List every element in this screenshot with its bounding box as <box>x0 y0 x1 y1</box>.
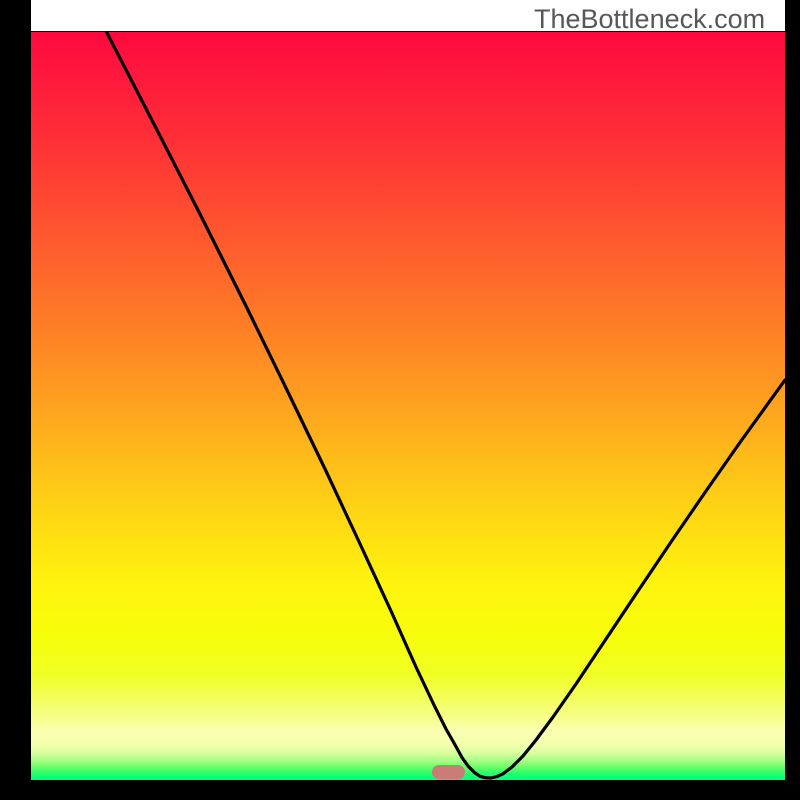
chart-stage: TheBottleneck.com <box>0 0 800 800</box>
border-right <box>785 0 800 800</box>
watermark-text: TheBottleneck.com <box>534 4 765 35</box>
bottleneck-marker-shape <box>432 765 465 779</box>
bottleneck-curve <box>31 31 785 780</box>
curve-polyline <box>106 31 785 778</box>
border-left <box>0 0 31 800</box>
border-bottom <box>0 780 800 800</box>
bottleneck-marker <box>432 765 465 779</box>
